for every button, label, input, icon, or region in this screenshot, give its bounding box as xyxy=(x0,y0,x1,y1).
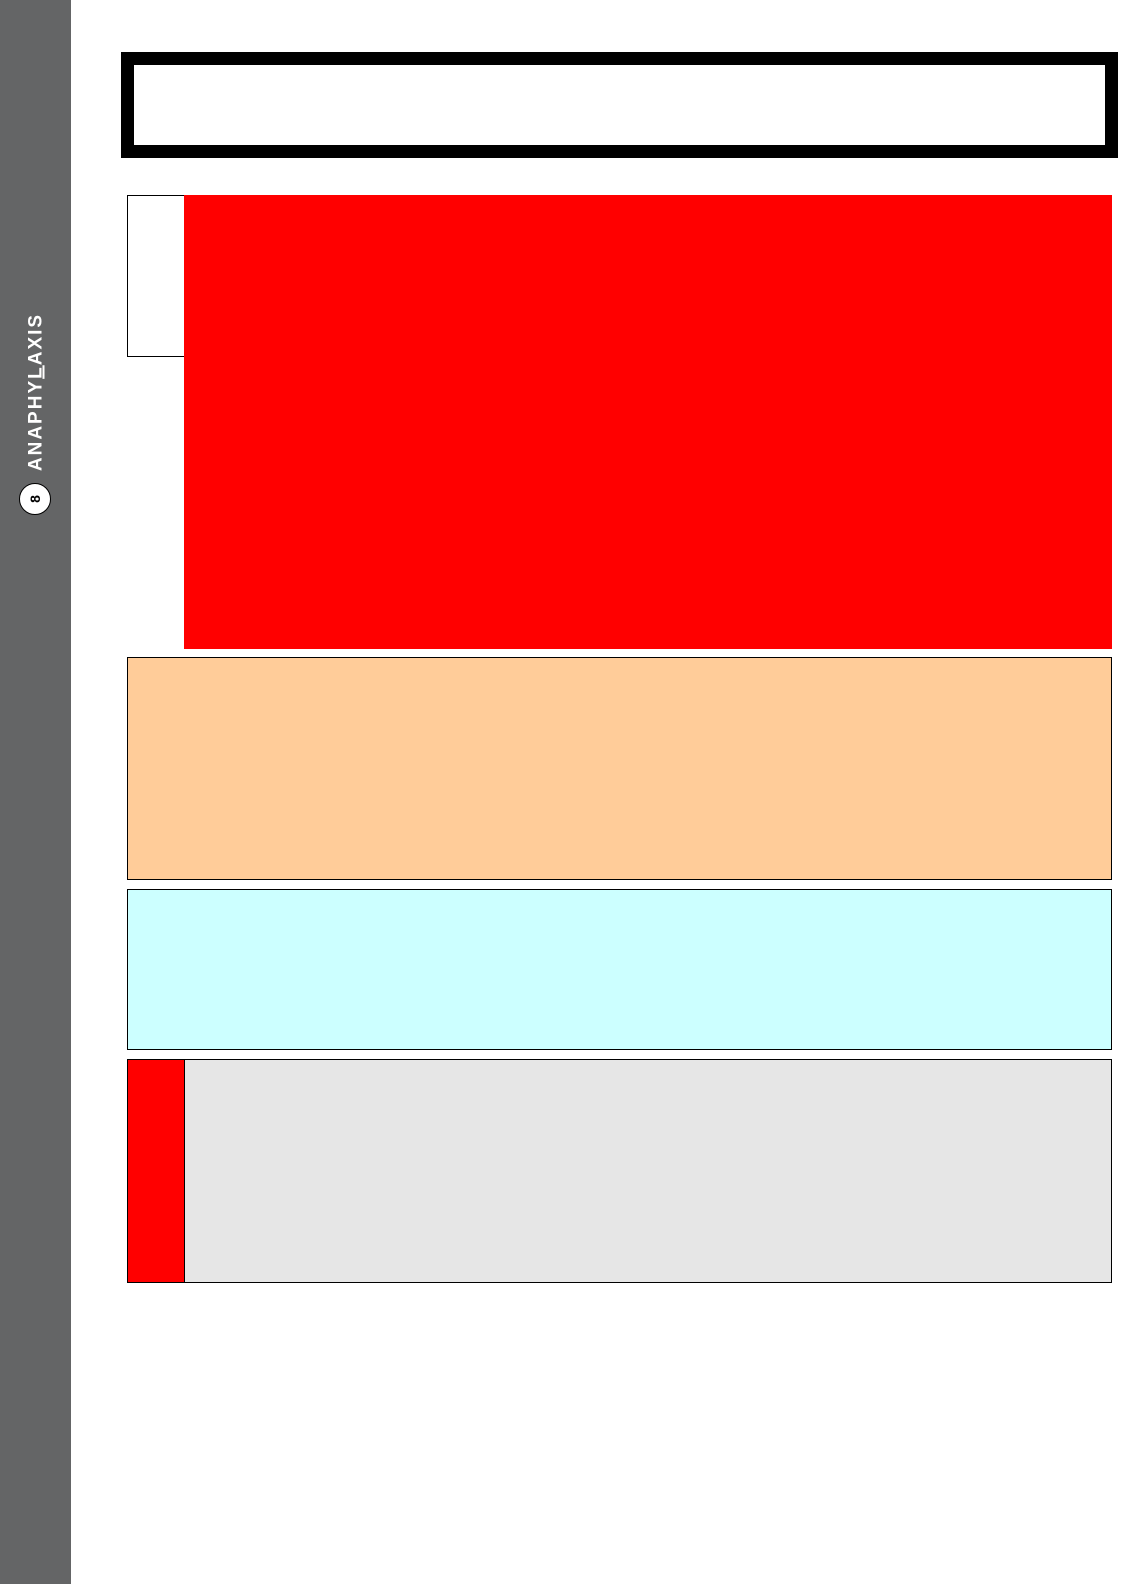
side-spine: ANAPHYLAXIS 8 xyxy=(0,0,71,1584)
alert-panel xyxy=(184,195,1112,649)
alert-side-tab xyxy=(127,195,185,357)
spine-title-accent: L xyxy=(25,365,47,379)
spine-title-part-1: ANAPHY xyxy=(25,378,47,472)
page-number: 8 xyxy=(26,495,43,503)
spine-title-part-2: AXIS xyxy=(25,312,47,366)
page-number-badge: 8 xyxy=(19,483,51,515)
cyan-section xyxy=(127,889,1112,1050)
grey-section xyxy=(127,1059,1112,1283)
grey-section-red-tab xyxy=(128,1060,185,1282)
spine-title: ANAPHYLAXIS xyxy=(25,312,47,472)
title-frame xyxy=(121,52,1118,158)
peach-section xyxy=(127,657,1112,880)
page-title xyxy=(134,65,1105,93)
